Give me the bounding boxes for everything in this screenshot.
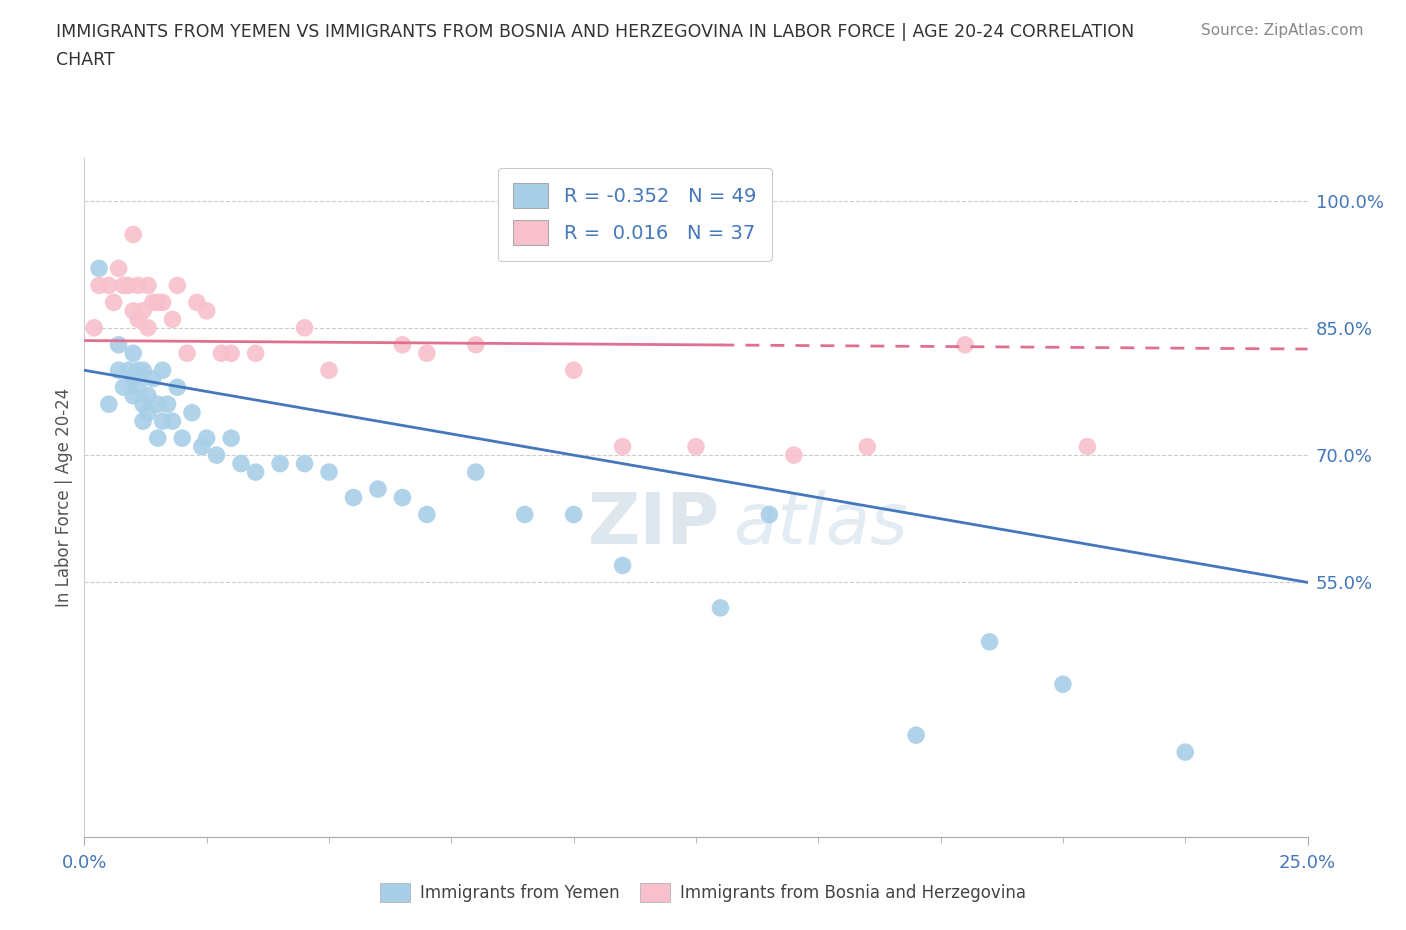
Point	[783, 447, 806, 462]
Point	[186, 295, 208, 310]
Point	[367, 482, 389, 497]
Point	[122, 371, 145, 386]
Point	[127, 278, 149, 293]
Text: atlas: atlas	[733, 490, 907, 559]
Point	[152, 295, 174, 310]
Point	[391, 338, 413, 352]
Point	[562, 363, 585, 378]
Point	[83, 320, 105, 335]
Point	[416, 346, 439, 361]
Point	[152, 414, 174, 429]
Point	[162, 312, 184, 326]
Point	[107, 261, 129, 276]
Point	[612, 439, 634, 454]
Point	[117, 363, 139, 378]
Point	[97, 278, 120, 293]
Point	[107, 363, 129, 378]
Point	[142, 371, 165, 386]
Point	[112, 278, 135, 293]
Point	[294, 457, 316, 472]
Text: IMMIGRANTS FROM YEMEN VS IMMIGRANTS FROM BOSNIA AND HERZEGOVINA IN LABOR FORCE |: IMMIGRANTS FROM YEMEN VS IMMIGRANTS FROM…	[56, 23, 1135, 41]
Point	[103, 295, 125, 310]
Point	[136, 278, 159, 293]
Point	[464, 338, 486, 352]
Point	[87, 278, 110, 293]
Point	[1052, 677, 1074, 692]
Point	[612, 558, 634, 573]
Point	[464, 465, 486, 480]
Point	[245, 465, 267, 480]
Point	[127, 363, 149, 378]
Point	[146, 431, 169, 445]
Point	[269, 457, 291, 472]
Text: ZIP: ZIP	[588, 490, 720, 559]
Point	[136, 320, 159, 335]
Legend: R = -0.352   N = 49, R =  0.016   N = 37: R = -0.352 N = 49, R = 0.016 N = 37	[498, 167, 772, 260]
Point	[87, 261, 110, 276]
Point	[166, 278, 188, 293]
Point	[709, 601, 731, 616]
Point	[162, 414, 184, 429]
Point	[562, 507, 585, 522]
Point	[132, 397, 155, 412]
Point	[195, 431, 218, 445]
Point	[156, 397, 179, 412]
Point	[953, 338, 976, 352]
Point	[905, 727, 928, 742]
Point	[107, 338, 129, 352]
Point	[132, 363, 155, 378]
Text: Source: ZipAtlas.com: Source: ZipAtlas.com	[1201, 23, 1364, 38]
Point	[166, 379, 188, 394]
Point	[513, 507, 536, 522]
Point	[1076, 439, 1098, 454]
Point	[97, 397, 120, 412]
Point	[127, 379, 149, 394]
Point	[132, 303, 155, 318]
Point	[117, 278, 139, 293]
Point	[205, 447, 228, 462]
Point	[229, 457, 252, 472]
Point	[391, 490, 413, 505]
Point	[136, 405, 159, 420]
Point	[122, 388, 145, 403]
Point	[136, 388, 159, 403]
Point	[245, 346, 267, 361]
Point	[219, 346, 242, 361]
Point	[219, 431, 242, 445]
Point	[122, 227, 145, 242]
Point	[1174, 745, 1197, 760]
Point	[342, 490, 364, 505]
Point	[132, 414, 155, 429]
Point	[152, 363, 174, 378]
Point	[195, 303, 218, 318]
Point	[416, 507, 439, 522]
Point	[191, 439, 214, 454]
Point	[758, 507, 780, 522]
Point	[318, 363, 340, 378]
Text: CHART: CHART	[56, 51, 115, 69]
Point	[112, 379, 135, 394]
Point	[685, 439, 707, 454]
Point	[294, 320, 316, 335]
Y-axis label: In Labor Force | Age 20-24: In Labor Force | Age 20-24	[55, 388, 73, 607]
Legend: Immigrants from Yemen, Immigrants from Bosnia and Herzegovina: Immigrants from Yemen, Immigrants from B…	[374, 876, 1032, 910]
Point	[146, 295, 169, 310]
Point	[856, 439, 879, 454]
Point	[209, 346, 232, 361]
Point	[172, 431, 194, 445]
Point	[122, 303, 145, 318]
Point	[127, 312, 149, 326]
Point	[146, 397, 169, 412]
Point	[181, 405, 204, 420]
Point	[122, 346, 145, 361]
Point	[176, 346, 198, 361]
Point	[142, 295, 165, 310]
Point	[979, 634, 1001, 649]
Point	[318, 465, 340, 480]
